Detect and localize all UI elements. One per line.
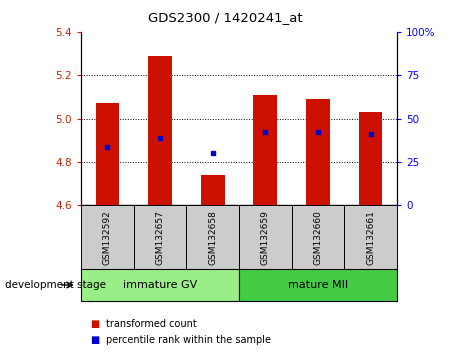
Bar [292, 205, 344, 269]
Text: transformed count: transformed count [106, 319, 197, 329]
Bar [359, 112, 382, 205]
Bar [186, 205, 239, 269]
Text: GSM132657: GSM132657 [156, 210, 165, 265]
Bar [81, 205, 134, 269]
Text: GSM132658: GSM132658 [208, 210, 217, 265]
Bar [344, 205, 397, 269]
Bar [239, 269, 397, 301]
Bar [96, 103, 120, 205]
Text: GSM132592: GSM132592 [103, 210, 112, 264]
Bar [201, 175, 225, 205]
Text: GSM132660: GSM132660 [313, 210, 322, 265]
Bar [148, 56, 172, 205]
Text: GSM132661: GSM132661 [366, 210, 375, 265]
Text: immature GV: immature GV [123, 280, 197, 290]
Text: percentile rank within the sample: percentile rank within the sample [106, 335, 271, 345]
Bar [239, 205, 292, 269]
Bar [81, 269, 239, 301]
Bar [306, 99, 330, 205]
Bar [134, 205, 186, 269]
Text: development stage: development stage [5, 280, 106, 290]
Text: ■: ■ [90, 319, 100, 329]
Bar [253, 95, 277, 205]
Text: GSM132659: GSM132659 [261, 210, 270, 265]
Text: mature MII: mature MII [288, 280, 348, 290]
Text: ■: ■ [90, 335, 100, 345]
Text: GDS2300 / 1420241_at: GDS2300 / 1420241_at [148, 11, 303, 24]
